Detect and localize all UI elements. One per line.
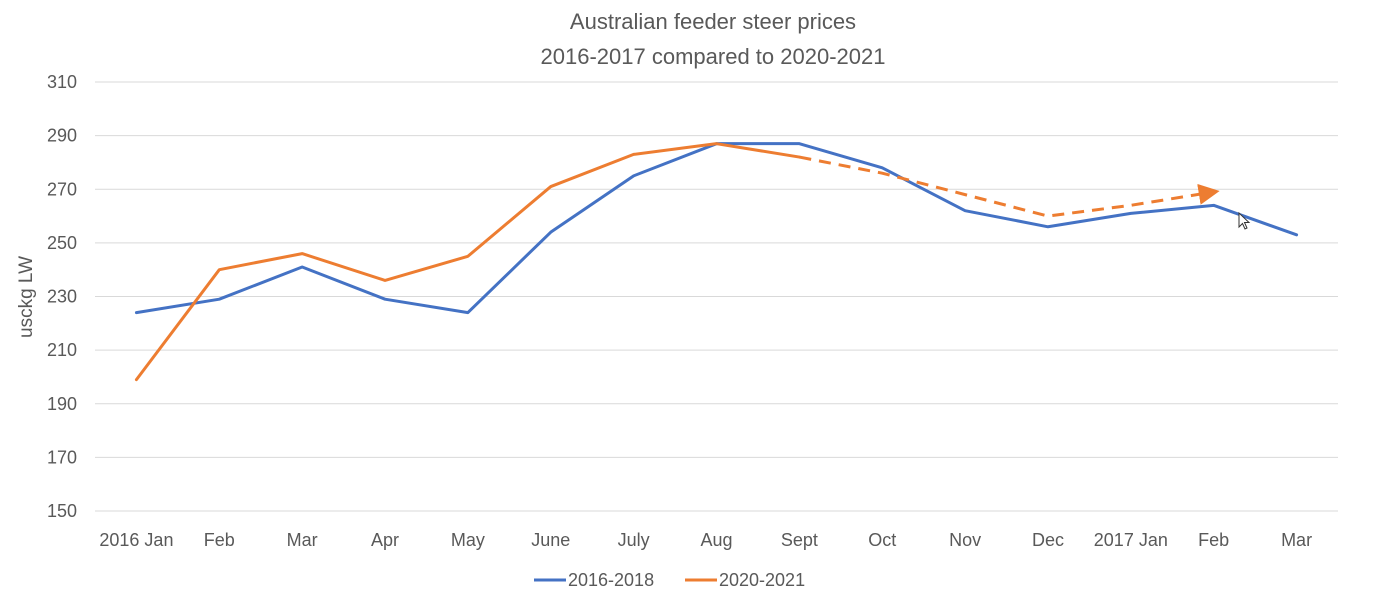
y-tick-label: 150 xyxy=(47,501,77,521)
chart-title: Australian feeder steer prices xyxy=(570,9,856,34)
x-axis-ticks: 2016 Jan Feb Mar Apr May June July Aug Sept Oct No… xyxy=(99,530,1312,550)
x-tick-label: 2017 Jan xyxy=(1094,530,1168,550)
x-tick-label: Feb xyxy=(1198,530,1229,550)
x-tick-label: July xyxy=(618,530,650,550)
x-tick-label: Nov xyxy=(949,530,981,550)
y-tick-label: 270 xyxy=(47,179,77,199)
x-tick-label: June xyxy=(531,530,570,550)
legend-label: 2016-2018 xyxy=(568,570,654,590)
gridlines xyxy=(95,81,1338,512)
y-tick-label: 190 xyxy=(47,394,77,414)
legend-label: 2020-2021 xyxy=(719,570,805,590)
y-tick-label: 290 xyxy=(47,126,77,146)
x-tick-label: Mar xyxy=(1281,530,1312,550)
mouse-cursor-icon xyxy=(1238,211,1251,230)
x-tick-label: Feb xyxy=(204,530,235,550)
y-tick-label: 170 xyxy=(47,447,77,467)
x-tick-label: Oct xyxy=(868,530,896,550)
x-tick-label: Apr xyxy=(371,530,399,550)
x-tick-label: Aug xyxy=(700,530,732,550)
y-axis-ticks: 310 290 270 250 230 210 190 170 150 xyxy=(47,72,77,521)
y-tick-label: 310 xyxy=(47,72,77,92)
y-tick-label: 210 xyxy=(47,340,77,360)
series-lines xyxy=(134,142,1299,382)
y-axis-label: usckg LW xyxy=(16,256,37,338)
y-tick-label: 230 xyxy=(47,287,77,307)
x-tick-label: May xyxy=(451,530,485,550)
x-tick-label: Dec xyxy=(1032,530,1064,550)
series-line-2 xyxy=(134,142,801,382)
projection-arrow-line xyxy=(799,155,1220,218)
chart-subtitle: 2016-2017 compared to 2020-2021 xyxy=(541,44,886,69)
x-tick-label: Sept xyxy=(781,530,818,550)
legend: 2016-2018 2020-2021 xyxy=(534,570,805,590)
y-tick-label: 250 xyxy=(47,233,77,253)
series-line-1 xyxy=(134,142,1299,315)
x-tick-label: 2016 Jan xyxy=(99,530,173,550)
x-tick-label: Mar xyxy=(287,530,318,550)
